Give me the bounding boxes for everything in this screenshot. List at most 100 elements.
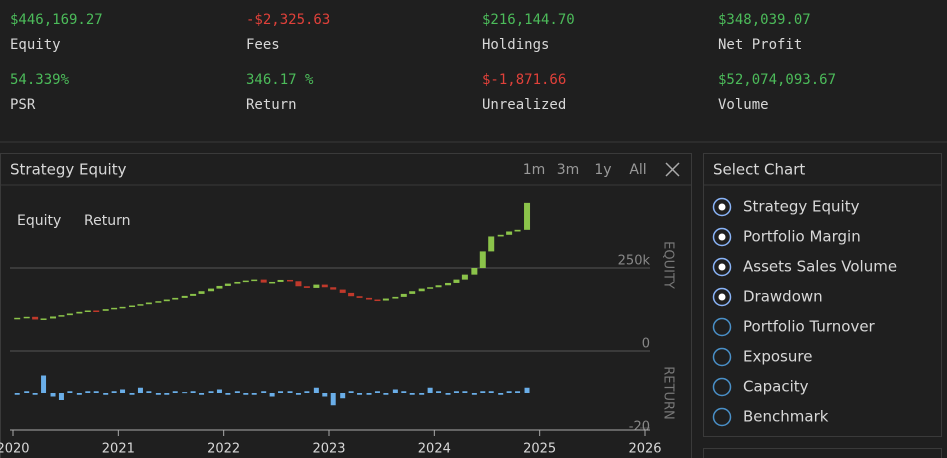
candle: [251, 279, 258, 282]
candle: [155, 301, 162, 303]
radio-label[interactable]: Portfolio Turnover: [743, 318, 876, 336]
candle: [445, 282, 452, 286]
return-bar: [340, 393, 346, 399]
radio-label[interactable]: Exposure: [743, 348, 812, 366]
candle: [435, 285, 442, 288]
return-bar: [366, 393, 372, 395]
candle: [208, 288, 215, 292]
range-button[interactable]: 1m: [523, 162, 546, 178]
stat-value: 346.17 %: [246, 72, 314, 88]
candle: [260, 279, 267, 283]
return-bar: [278, 391, 284, 393]
return-bar: [401, 391, 407, 393]
radio[interactable]: [712, 377, 732, 397]
candle: [514, 229, 521, 232]
return-bar: [383, 393, 389, 395]
radio[interactable]: [712, 257, 732, 277]
axis-label: EQUITY: [661, 241, 676, 289]
return-bar: [506, 391, 512, 393]
candle: [84, 310, 91, 312]
stat-value: $216,144.70: [482, 12, 575, 28]
candle: [488, 236, 495, 252]
return-bar: [14, 393, 20, 395]
candle: [348, 292, 355, 297]
candle: [102, 309, 109, 311]
close-button[interactable]: [665, 162, 680, 177]
return-bar: [313, 387, 319, 393]
candle: [224, 283, 231, 286]
range-button[interactable]: 1y: [594, 162, 611, 178]
stat-value: $348,039.07: [718, 12, 811, 28]
radio[interactable]: [712, 317, 732, 337]
stat-value: -$2,325.63: [246, 12, 330, 28]
candle: [330, 287, 337, 290]
return-bar: [243, 393, 249, 395]
return-bar: [471, 393, 477, 395]
stat-value: $446,169.27: [10, 12, 103, 28]
return-bar: [427, 387, 433, 393]
candle: [427, 287, 434, 289]
stat-value: $52,074,093.67: [718, 72, 836, 88]
stat-label: PSR: [10, 97, 36, 113]
return-bar: [409, 393, 415, 395]
candle: [471, 268, 478, 275]
candle: [111, 307, 118, 310]
return-bar: [32, 393, 38, 395]
radio-dot: [718, 293, 726, 301]
radio-dot: [718, 263, 726, 271]
next-panel: [703, 448, 942, 458]
radio-dot: [718, 203, 726, 211]
radio-dot: [718, 233, 726, 241]
radio[interactable]: [712, 407, 732, 427]
candle: [453, 279, 460, 283]
range-button[interactable]: All: [629, 162, 646, 178]
stat-value: $-1,871.66: [482, 72, 566, 88]
x-tick-label: 2020: [0, 442, 30, 457]
candle: [163, 299, 170, 302]
y-tick-label: 250k: [618, 254, 651, 269]
return-bar: [304, 391, 310, 393]
x-tick-label: 2023: [312, 442, 345, 457]
return-bar: [216, 389, 222, 393]
return-bar: [462, 391, 468, 393]
candle: [14, 317, 21, 320]
candle: [356, 296, 363, 298]
return-bar: [524, 387, 530, 393]
radio[interactable]: [712, 347, 732, 367]
candle: [479, 251, 486, 268]
return-bar: [488, 391, 494, 393]
radio[interactable]: [712, 287, 732, 307]
radio-label[interactable]: Portfolio Margin: [743, 228, 861, 246]
chart-title: Strategy Equity: [10, 161, 127, 179]
return-bar: [58, 393, 64, 400]
candle: [181, 295, 188, 298]
return-bar: [515, 391, 521, 393]
radio-label[interactable]: Assets Sales Volume: [743, 258, 897, 276]
x-tick-label: 2024: [418, 442, 451, 457]
radio[interactable]: [712, 197, 732, 217]
range-button[interactable]: 3m: [557, 162, 580, 178]
return-bar: [155, 393, 161, 395]
return-bar: [93, 391, 99, 393]
radio-label[interactable]: Capacity: [743, 378, 809, 396]
radio-label[interactable]: Strategy Equity: [743, 198, 860, 216]
candle: [303, 286, 310, 288]
return-bar: [190, 391, 196, 393]
candle: [382, 298, 389, 301]
legend-entry[interactable]: Return: [84, 213, 130, 229]
return-bar: [480, 391, 486, 393]
candle: [287, 279, 294, 282]
return-bar: [67, 391, 73, 393]
radio-label[interactable]: Drawdown: [743, 288, 823, 306]
x-tick-label: 2021: [102, 442, 135, 457]
legend-entry[interactable]: Equity: [17, 213, 61, 229]
y2-tick-label: -20: [629, 420, 650, 435]
radio-label[interactable]: Benchmark: [743, 408, 829, 426]
candle: [409, 291, 416, 294]
radio[interactable]: [712, 227, 732, 247]
return-bar: [436, 391, 442, 393]
return-bar: [172, 391, 178, 393]
axis-label: RETURN: [661, 366, 676, 419]
return-bar: [182, 392, 188, 394]
candle: [418, 288, 425, 292]
